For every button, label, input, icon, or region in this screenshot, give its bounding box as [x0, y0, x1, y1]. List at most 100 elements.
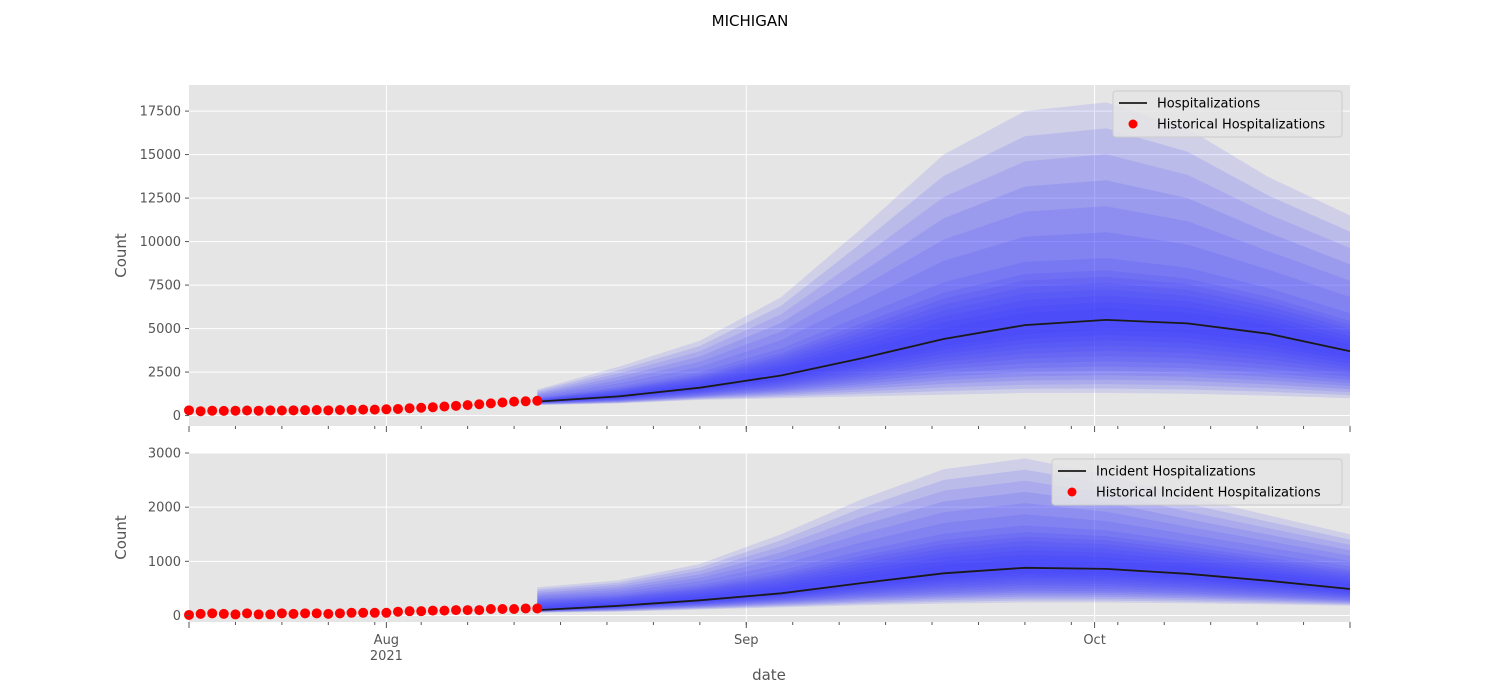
y-tick-label: 17500 — [140, 105, 181, 120]
forecast-band — [537, 180, 1350, 405]
historical-point — [207, 405, 218, 416]
y-tick-label: 3000 — [148, 447, 181, 462]
historical-point — [311, 608, 322, 619]
forecast-band — [537, 270, 1350, 404]
x-tick-label: Oct — [1083, 633, 1105, 648]
historical-point — [485, 604, 496, 614]
historical-point — [497, 604, 508, 614]
historical-point — [276, 608, 287, 619]
historical-point — [369, 607, 380, 618]
historical-point — [184, 405, 194, 416]
historical-point — [195, 608, 206, 619]
historical-point — [520, 396, 531, 407]
historical-point — [474, 605, 485, 616]
y-tick-label: 5000 — [148, 322, 181, 337]
y-axis-label: Count — [112, 515, 130, 560]
historical-point — [439, 605, 450, 616]
historical-point — [358, 404, 369, 415]
hospitalizations-panel: 0 2500 5000 7500 10000 12500 15000 17500 Count Ho… — [112, 85, 1351, 432]
historical-point — [253, 405, 264, 416]
historical-point — [427, 402, 438, 413]
forecast-band — [537, 232, 1350, 404]
historical-point — [474, 399, 485, 410]
y-tick-label: 0 — [173, 409, 181, 424]
historical-point — [497, 397, 508, 408]
historical-point — [381, 404, 392, 415]
x-axis-label: date — [752, 666, 786, 684]
legend-label: Historical Hospitalizations — [1157, 118, 1325, 133]
y-tick-label: 7500 — [148, 279, 181, 294]
x-tick-label: Sep — [734, 633, 759, 648]
forecast-band — [537, 541, 1350, 611]
historical-point — [334, 404, 345, 415]
historical-point — [462, 400, 473, 411]
historical-point — [532, 395, 543, 406]
forecast-band — [537, 525, 1350, 612]
historical-point — [346, 607, 357, 618]
legend-label: Hospitalizations — [1157, 97, 1260, 112]
historical-point — [218, 608, 229, 619]
historical-point — [485, 398, 496, 409]
y-tick-label: 0 — [173, 609, 181, 624]
historical-point — [532, 603, 543, 614]
historical-point — [218, 405, 229, 416]
historical-point — [381, 607, 392, 618]
historical-point — [404, 403, 415, 414]
legend: Hospitalizations Historical Hospitalizati… — [1112, 90, 1343, 138]
historical-point — [253, 609, 264, 620]
plot-background — [189, 85, 1350, 426]
forecast-band — [537, 102, 1350, 406]
historical-point — [404, 606, 415, 617]
forecast-band — [537, 532, 1350, 612]
forecast-band — [537, 503, 1350, 612]
legend-label: Historical Incident Hospitalizations — [1096, 486, 1321, 501]
legend: Incident Hospitalizations Historical Inci… — [1051, 458, 1343, 506]
legend-marker-swatch — [1067, 487, 1077, 497]
legend-frame — [1051, 458, 1343, 506]
y-tick-label: 2000 — [148, 501, 181, 516]
historical-point — [369, 404, 380, 415]
historical-point — [207, 608, 218, 619]
y-tick-label: 1000 — [148, 555, 181, 570]
historical-point — [323, 608, 334, 619]
legend-marker-swatch — [1128, 119, 1138, 129]
forecast-band — [537, 258, 1350, 404]
y-tick-label: 12500 — [140, 192, 181, 207]
forecast-band — [537, 128, 1350, 405]
forecast-band — [537, 550, 1350, 611]
forecast-band — [537, 514, 1350, 612]
historical-point — [509, 604, 520, 614]
historical-point — [439, 401, 450, 412]
forecast-median-line — [537, 318, 1351, 403]
x-tick-sublabel: 2021 — [370, 649, 403, 664]
y-tick-label: 10000 — [140, 235, 181, 250]
historical-point — [242, 405, 253, 416]
y-tick-label: 15000 — [140, 148, 181, 163]
historical-point — [392, 606, 403, 617]
forecast-band — [537, 308, 1350, 402]
historical-point — [451, 605, 462, 616]
historical-point — [195, 406, 206, 417]
x-tick-label: Aug — [374, 633, 399, 648]
historical-point — [509, 396, 520, 407]
historical-point — [300, 405, 311, 416]
forecast-band — [537, 154, 1350, 405]
forecast-band — [537, 283, 1350, 403]
historical-point — [346, 404, 357, 415]
forecast-band — [537, 545, 1350, 611]
forecast-band — [537, 491, 1350, 612]
figure-title: MICHIGAN — [712, 12, 789, 30]
historical-point — [358, 607, 369, 618]
historical-point — [427, 605, 438, 616]
historical-point — [392, 403, 403, 414]
historical-point — [451, 400, 462, 411]
historical-point — [334, 608, 345, 619]
forecast-band — [537, 289, 1350, 403]
forecast-band — [537, 206, 1350, 404]
legend-label: Incident Hospitalizations — [1096, 465, 1256, 480]
y-tick-label: 2500 — [148, 366, 181, 381]
historical-point — [300, 608, 311, 619]
historical-point — [265, 405, 276, 416]
